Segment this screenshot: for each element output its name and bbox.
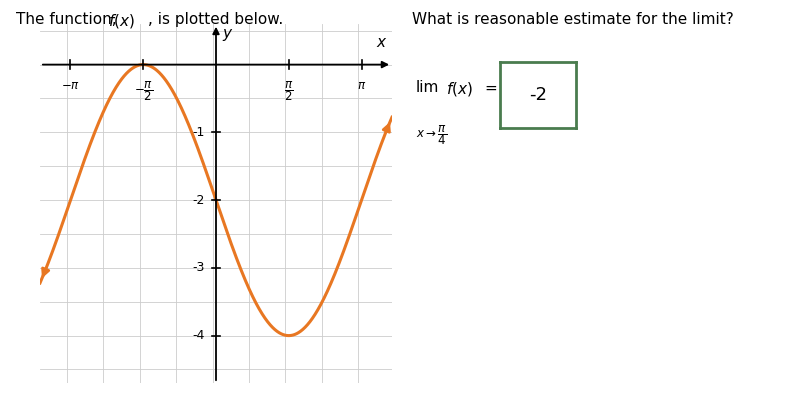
Text: -1: -1 bbox=[192, 126, 205, 139]
Text: $y$: $y$ bbox=[222, 27, 233, 43]
Text: $-\dfrac{\pi}{2}$: $-\dfrac{\pi}{2}$ bbox=[134, 79, 153, 103]
Text: $\pi$: $\pi$ bbox=[357, 79, 366, 93]
Text: -2: -2 bbox=[192, 194, 205, 207]
Text: -3: -3 bbox=[192, 261, 205, 275]
Text: $f(x)$: $f(x)$ bbox=[108, 12, 135, 30]
Text: The function,: The function, bbox=[16, 12, 122, 27]
Text: $\dfrac{\pi}{2}$: $\dfrac{\pi}{2}$ bbox=[284, 79, 294, 103]
Text: $=$: $=$ bbox=[482, 80, 498, 95]
Text: -2: -2 bbox=[529, 86, 547, 104]
Text: $x \to \dfrac{\pi}{4}$: $x \to \dfrac{\pi}{4}$ bbox=[416, 124, 447, 147]
Text: -4: -4 bbox=[192, 329, 205, 342]
Text: $x$: $x$ bbox=[376, 36, 387, 50]
Text: What is reasonable estimate for the limit?: What is reasonable estimate for the limi… bbox=[412, 12, 734, 27]
Text: $-\pi$: $-\pi$ bbox=[61, 79, 80, 93]
Text: $f(x)$: $f(x)$ bbox=[446, 80, 473, 98]
Text: lim: lim bbox=[416, 80, 439, 95]
Text: , is plotted below.: , is plotted below. bbox=[148, 12, 283, 27]
